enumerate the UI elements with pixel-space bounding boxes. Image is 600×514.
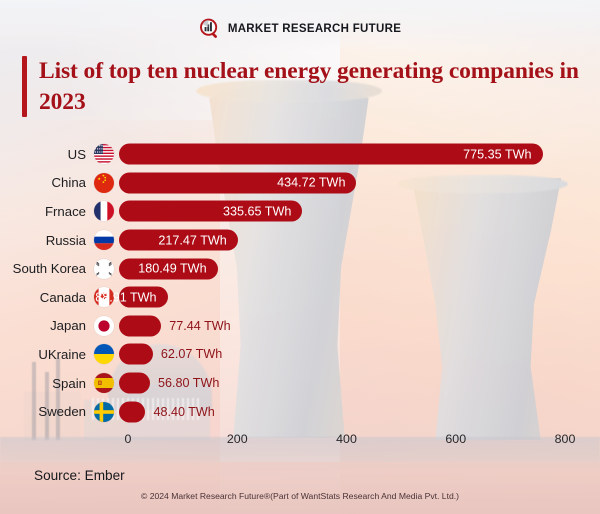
x-axis-tick: 600 — [445, 432, 467, 446]
x-axis-tick: 0 — [124, 432, 132, 446]
bar-chart-row: Russia 217.47 TWh — [0, 226, 600, 255]
copyright-label: © 2024 Market Research Future®(Part of W… — [140, 491, 460, 501]
bar — [119, 401, 146, 423]
bar-track: 217.47 TWh — [114, 226, 600, 255]
flag-canada-icon — [94, 287, 114, 308]
plant-stack-1 — [32, 362, 36, 440]
flag-sweden-icon — [94, 401, 114, 422]
bar-chart-row: US 775.35 TWh — [0, 140, 600, 169]
title-text: List of top ten nuclear energy generatin… — [39, 58, 579, 115]
bar-value-label: 88.91 TWh — [95, 290, 157, 305]
bar: 217.47 TWh — [119, 229, 238, 251]
flag-japan-icon — [94, 315, 114, 336]
bar — [119, 315, 162, 337]
bar: 775.35 TWh — [119, 143, 543, 165]
country-label: US — [67, 146, 86, 162]
bar — [119, 372, 151, 394]
bar-chart-row: China 434.72 TWh — [0, 169, 600, 198]
bar-value-label: 217.47 TWh — [158, 233, 227, 248]
x-axis: 0 200 400 600 800 — [0, 432, 600, 456]
bar-chart-row: South Korea 180.49 TWh — [0, 254, 600, 283]
country-label: Spain — [52, 375, 86, 391]
bar-chart-row: Canada 88.91 TWh — [0, 283, 600, 312]
bar-track: 48.40 TWh — [114, 397, 600, 426]
flag-china-icon — [94, 172, 114, 193]
brand-logo: MARKET RESEARCH FUTURE — [0, 18, 600, 40]
magnifier-barchart-icon — [199, 18, 221, 40]
brand-name: MARKET RESEARCH FUTURE — [227, 23, 402, 35]
x-axis-tick: 200 — [226, 432, 248, 446]
bar: 434.72 TWh — [119, 172, 357, 194]
flag-south-korea-icon — [94, 258, 114, 279]
bar-track: 62.07 TWh — [114, 340, 600, 369]
title-accent-bar — [22, 56, 27, 118]
bar-value-label: 48.40 TWh — [153, 404, 215, 419]
bar-track: 56.80 TWh — [114, 369, 600, 398]
bar-track: 335.65 TWh — [114, 197, 600, 226]
bar — [119, 343, 153, 365]
bar-track: 180.49 TWh — [114, 254, 600, 283]
country-label: Russia — [45, 232, 86, 248]
page-title: List of top ten nuclear energy generatin… — [22, 56, 582, 118]
bar: 88.91 TWh — [95, 286, 168, 308]
flag-france-icon — [94, 201, 114, 222]
bar-chart-row: Frnace 335.65 TWh — [0, 197, 600, 226]
flag-russia-icon — [94, 230, 114, 251]
bar-value-label: 434.72 TWh — [277, 175, 346, 190]
bar-chart-rows: US 775.35 TWh China 434.72 TWh Frnace 335.65 … — [0, 140, 600, 426]
flag-us-icon — [94, 144, 114, 165]
country-label: Frnace — [44, 203, 86, 219]
cooling-tower-right-rim — [398, 175, 568, 193]
bar-value-label: 775.35 TWh — [463, 147, 532, 162]
flag-ukraine-icon — [94, 344, 114, 365]
flag-spain-icon — [94, 373, 114, 394]
plant-building-1 — [24, 392, 80, 440]
country-label: South Korea — [12, 261, 86, 277]
source-label: Source: Ember — [34, 468, 125, 483]
bar-track: 434.72 TWh — [114, 169, 600, 198]
bar-track: 775.35 TWh — [114, 140, 600, 169]
x-axis-tick: 800 — [554, 432, 576, 446]
country-label: Sweden — [38, 404, 86, 420]
bar: 335.65 TWh — [119, 200, 303, 222]
plant-stack-3 — [56, 358, 60, 440]
country-label: Canada — [39, 289, 86, 305]
bar-chart-row: UKraine 62.07 TWh — [0, 340, 600, 369]
bar-track: 77.44 TWh — [114, 312, 600, 341]
bar-track: 88.91 TWh — [95, 283, 600, 312]
x-axis-tick: 400 — [336, 432, 357, 446]
cooling-tower-left-rim — [196, 80, 382, 102]
bar-chart-row: Spain 56.80 TWh — [0, 369, 600, 398]
bar: 180.49 TWh — [119, 258, 218, 280]
bar-chart-row: Sweden 48.40 TWh — [0, 397, 600, 426]
plant-stack-2 — [45, 372, 49, 440]
bar-value-label: 62.07 TWh — [160, 347, 223, 362]
bar-chart: US 775.35 TWh China 434.72 TWh Frnace 335.65 … — [0, 140, 600, 440]
country-label: Japan — [50, 318, 86, 334]
bar-value-label: 180.49 TWh — [138, 261, 207, 276]
background-footer-band — [0, 462, 600, 514]
bar-value-label: 77.44 TWh — [169, 318, 231, 333]
country-label: China — [51, 175, 86, 191]
bar-value-label: 335.65 TWh — [222, 204, 292, 219]
bar-value-label: 56.80 TWh — [158, 376, 220, 391]
bar-chart-row: Japan 77.44 TWh — [0, 312, 600, 341]
country-label: UKraine — [38, 346, 86, 362]
background-header-band — [0, 0, 600, 52]
